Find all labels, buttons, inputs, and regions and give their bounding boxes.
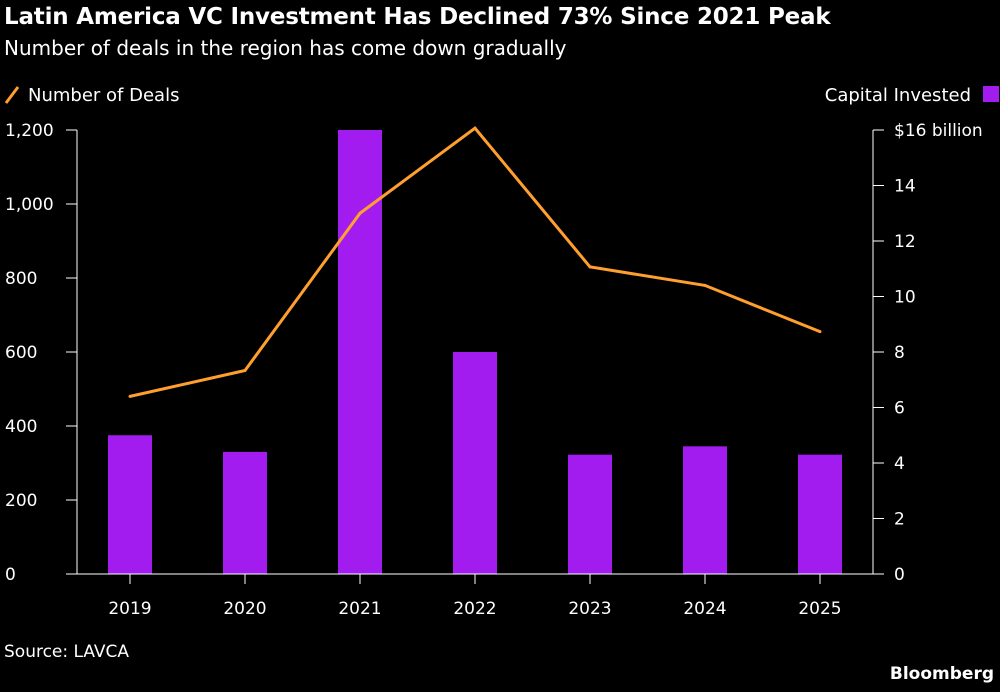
left-tick-label: 0: [5, 565, 16, 585]
legend: Number of Deals Capital Invested: [4, 85, 999, 106]
point-number-of-deals-2024: [703, 283, 707, 287]
left-axis: 0 200 400 600 800 1,000 1,200: [5, 121, 78, 585]
right-axis: 0 2 4 6 8 10 12 14 $16 billion: [872, 121, 983, 585]
bloomberg-logo: Bloomberg: [889, 664, 994, 684]
bar-capital-invested-2019: [108, 435, 152, 574]
right-tick-label: $16 billion: [894, 121, 983, 141]
left-tick-label: 1,000: [5, 195, 54, 215]
right-tick-label: 4: [894, 454, 905, 474]
right-tick-label: 12: [894, 232, 916, 252]
legend-label-number-of-deals: Number of Deals: [28, 85, 179, 106]
point-number-of-deals-2021: [358, 211, 362, 215]
bar-capital-invested-2020: [223, 451, 267, 574]
chart-subtitle: Number of deals in the region has come d…: [4, 36, 567, 60]
source-note: Source: LAVCA: [4, 642, 130, 662]
bar-capital-invested-2023: [568, 454, 612, 574]
x-tick-label-2023: 2023: [568, 599, 611, 619]
left-tick-label: 800: [5, 269, 37, 289]
line-series-number-of-deals: [128, 126, 822, 398]
point-number-of-deals-2022: [473, 126, 477, 130]
right-tick-label: 6: [894, 399, 905, 419]
point-number-of-deals-2023: [588, 265, 592, 269]
x-tick-label-2020: 2020: [223, 599, 266, 619]
x-tick-label-2025: 2025: [798, 599, 841, 619]
left-tick-label: 1,200: [5, 121, 54, 141]
right-tick-label: 14: [894, 177, 916, 197]
right-tick-label: 0: [894, 565, 905, 585]
x-tick-label-2022: 2022: [453, 599, 496, 619]
legend-swatch-capital-invested: [983, 86, 999, 102]
left-tick-label: 400: [5, 417, 37, 437]
right-tick-label: 2: [894, 510, 905, 530]
chart-title: Latin America VC Investment Has Declined…: [4, 4, 831, 30]
left-tick-label: 200: [5, 491, 37, 511]
x-tick-label-2024: 2024: [683, 599, 726, 619]
point-number-of-deals-2020: [243, 369, 247, 372]
point-number-of-deals-2019: [128, 394, 132, 398]
x-tick-label-2019: 2019: [108, 599, 151, 619]
bar-series-capital-invested: [108, 130, 842, 574]
point-number-of-deals-2025: [818, 330, 822, 334]
right-tick-label: 10: [894, 288, 916, 308]
bar-capital-invested-2022: [453, 352, 497, 574]
legend-label-capital-invested: Capital Invested: [825, 85, 971, 106]
bar-capital-invested-2025: [798, 454, 842, 574]
legend-swatch-number-of-deals: [4, 86, 20, 104]
bar-capital-invested-2021: [338, 130, 382, 574]
x-axis: 2019 2020 2021 2022 2023 2024 2025: [77, 573, 873, 619]
bar-capital-invested-2024: [683, 446, 727, 574]
left-tick-label: 600: [5, 343, 37, 363]
x-tick-label-2021: 2021: [338, 599, 381, 619]
right-tick-label: 8: [894, 343, 905, 363]
